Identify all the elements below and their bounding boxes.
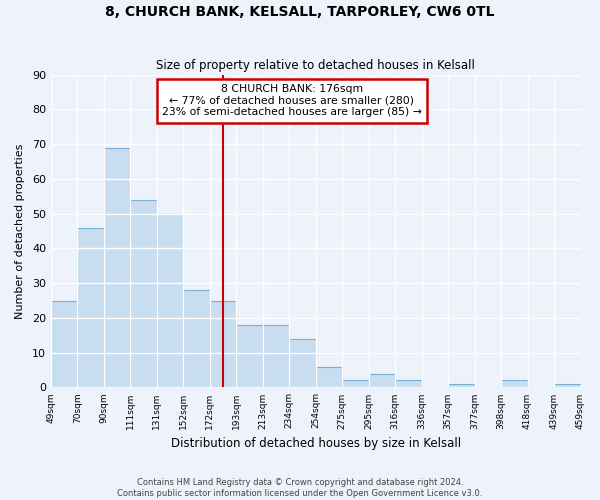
Bar [395, 380, 422, 388]
Bar [448, 384, 475, 388]
Text: 8, CHURCH BANK, KELSALL, TARPORLEY, CW6 0TL: 8, CHURCH BANK, KELSALL, TARPORLEY, CW6 … [105, 5, 495, 19]
Bar [104, 148, 130, 388]
Bar [368, 374, 395, 388]
Bar [289, 339, 316, 388]
Bar [342, 380, 368, 388]
Bar [554, 384, 581, 388]
Text: Contains HM Land Registry data © Crown copyright and database right 2024.
Contai: Contains HM Land Registry data © Crown c… [118, 478, 482, 498]
Bar [157, 214, 184, 388]
Y-axis label: Number of detached properties: Number of detached properties [15, 144, 25, 318]
Bar [210, 300, 236, 388]
Bar [77, 228, 104, 388]
Text: 8 CHURCH BANK: 176sqm
← 77% of detached houses are smaller (280)
23% of semi-det: 8 CHURCH BANK: 176sqm ← 77% of detached … [162, 84, 422, 117]
Bar [130, 200, 157, 388]
Title: Size of property relative to detached houses in Kelsall: Size of property relative to detached ho… [156, 59, 475, 72]
Bar [184, 290, 210, 388]
Bar [263, 325, 289, 388]
Bar [236, 325, 263, 388]
Bar [51, 300, 77, 388]
Bar [501, 380, 527, 388]
Bar [316, 366, 342, 388]
X-axis label: Distribution of detached houses by size in Kelsall: Distribution of detached houses by size … [170, 437, 461, 450]
